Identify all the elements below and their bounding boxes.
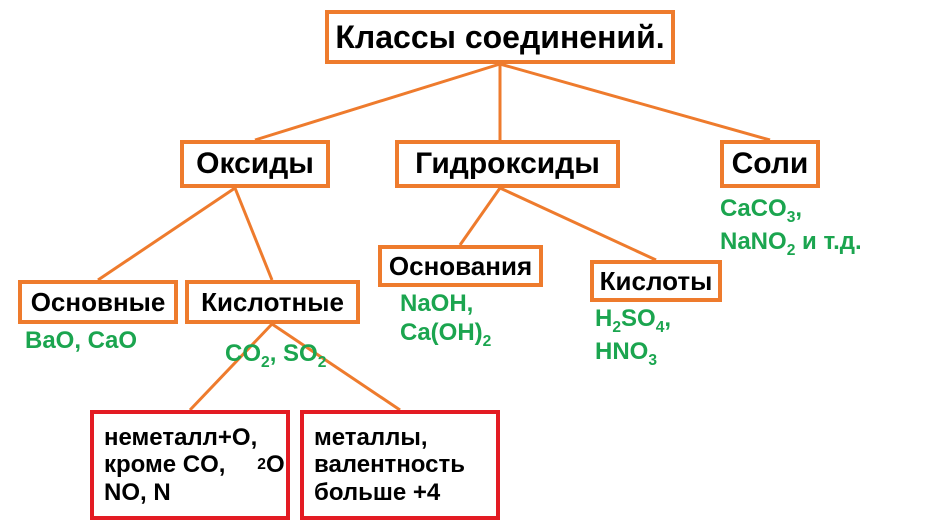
examples-acidic: CO2, SO2 xyxy=(225,340,326,373)
examples-acids: H2SO4,HNO3 xyxy=(595,305,671,370)
examples-bases: NaOH,Ca(OH)2 xyxy=(400,290,491,351)
node-acidic: Кислотные xyxy=(185,280,360,324)
node-hydroxides: Гидроксиды xyxy=(395,140,620,188)
node-root: Классы соединений. xyxy=(325,10,675,64)
node-note-nonmetal: неметалл+O, кроме CO, NO, N2O xyxy=(90,410,290,520)
examples-salts: CaCO3,NaNO2 и т.д. xyxy=(720,195,862,260)
node-bases: Основания xyxy=(378,245,543,287)
node-note-metal: металлы, валентность больше +4 xyxy=(300,410,500,520)
node-basic: Основные xyxy=(18,280,178,324)
node-oxides: Оксиды xyxy=(180,140,330,188)
node-acids: Кислоты xyxy=(590,260,722,302)
node-salts: Соли xyxy=(720,140,820,188)
examples-basic: BaO, CaO xyxy=(25,327,137,356)
